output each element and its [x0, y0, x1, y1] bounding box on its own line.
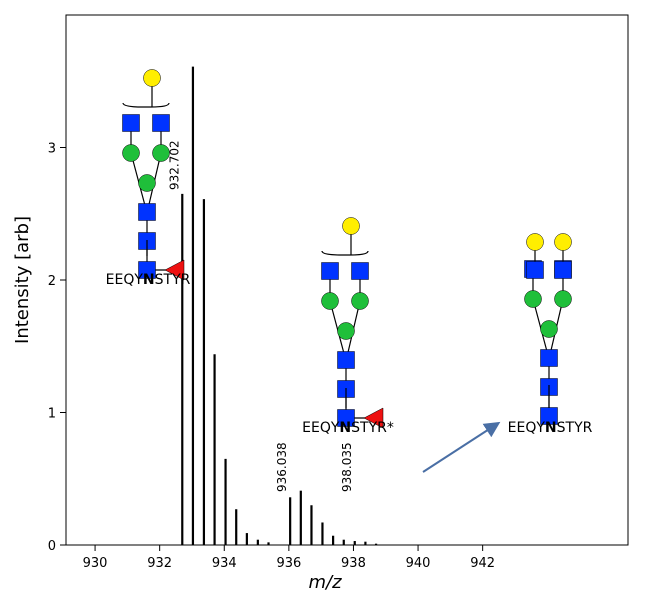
mannose: [321, 292, 339, 310]
peptide-suffix: STYR: [557, 420, 593, 436]
x-tick-label: 942: [470, 556, 495, 571]
y-tick-label: 3: [48, 142, 56, 157]
x-tick-label: 934: [212, 556, 237, 571]
peak-annotation: 932.702: [167, 140, 181, 190]
fucose: [164, 259, 185, 281]
mannose: [554, 290, 572, 308]
peak-annotation: 936.038: [275, 442, 289, 492]
y-tick-label: 0: [48, 539, 56, 554]
arrow: [422, 421, 501, 473]
mannose: [540, 320, 558, 338]
x-tick-label: 940: [406, 556, 431, 571]
peptide-prefix: EEQY: [302, 420, 340, 436]
mannose: [138, 174, 156, 192]
galactose: [526, 233, 544, 251]
glcnac: [152, 114, 170, 132]
glcnac: [138, 261, 156, 279]
x-tick-label: 936: [276, 556, 301, 571]
bracket: [321, 250, 369, 256]
peptide-label: EEQYNSTYR: [508, 420, 593, 436]
glcnac: [540, 349, 558, 367]
peak-annotation: 938.035: [340, 442, 354, 492]
y-axis-label: Intensity [arb]: [12, 216, 33, 344]
peptide-prefix: EEQY: [106, 272, 144, 288]
mannose: [524, 290, 542, 308]
peptide-suffix: STYR: [155, 272, 191, 288]
mannose: [152, 144, 170, 162]
y-tick-label: 1: [48, 407, 56, 422]
glcnac: [351, 262, 369, 280]
peptide-site: N: [545, 420, 557, 436]
x-axis-label: m/z: [308, 572, 342, 593]
mannose: [122, 144, 140, 162]
glcnac: [337, 351, 355, 369]
peptide-prefix: EEQY: [508, 420, 546, 436]
y-tick-label: 2: [48, 274, 56, 289]
glcnac: [321, 262, 339, 280]
peptide-suffix: STYR*: [351, 420, 394, 436]
bracket: [122, 102, 170, 108]
peptide-site: N: [339, 420, 351, 436]
fucose: [363, 407, 384, 429]
peptide-site: N: [143, 272, 155, 288]
mannose: [337, 322, 355, 340]
galactose: [143, 69, 161, 87]
x-tick-label: 930: [83, 556, 108, 571]
glcnac: [554, 261, 572, 279]
x-tick-label: 932: [147, 556, 172, 571]
galactose: [342, 217, 360, 235]
galactose: [554, 233, 572, 251]
glcnac: [138, 203, 156, 221]
glcnac: [526, 261, 544, 279]
peptide-label: EEQYNSTYR: [106, 272, 191, 288]
glcnac: [122, 114, 140, 132]
mannose: [351, 292, 369, 310]
peptide-label: EEQYNSTYR*: [302, 420, 394, 436]
glcnac: [337, 409, 355, 427]
x-tick-label: 938: [341, 556, 366, 571]
